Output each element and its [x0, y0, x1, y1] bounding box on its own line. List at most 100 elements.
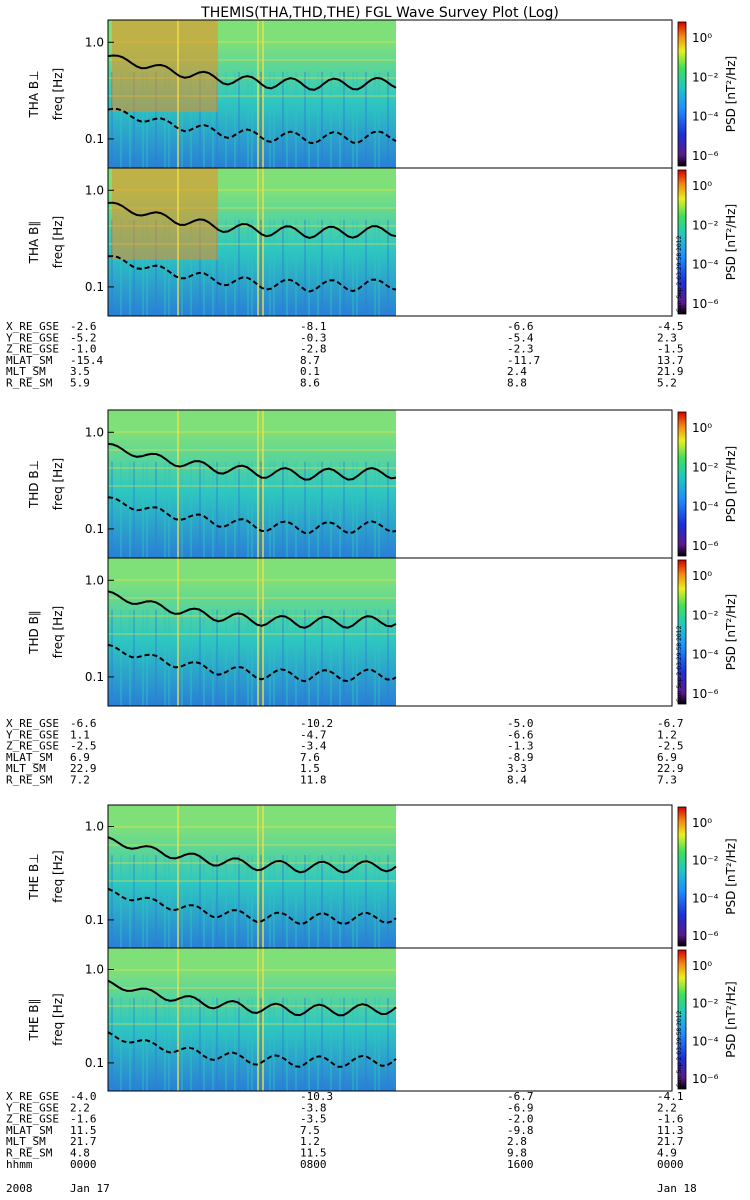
ephemeris-value: -6.6 [507, 728, 534, 741]
ephemeris-row-label: Z_RE_GSE [6, 1113, 59, 1126]
colorbar [677, 21, 687, 167]
ephemeris-row-label: MLAT_SM [6, 354, 53, 367]
fce-curve [107, 836, 397, 874]
spectrogram-panel: 1.0 0.1 THD B∥ freq [Hz] 10⁰ 10⁻² 10⁻⁴ 10⁻⁶ PSD … [27, 557, 738, 707]
ephemeris-value: -1.6 [657, 1113, 684, 1126]
ephemeris-value: 0800 [300, 1158, 327, 1171]
y-axis-label: freq [Hz] [51, 68, 65, 120]
panel-frame [107, 167, 673, 317]
fce-curve [107, 54, 397, 91]
colorbar-label: PSD [nT²/Hz] [724, 838, 738, 914]
ephemeris-value: -5.0 [507, 717, 534, 730]
colorbar-tick-label: 10⁻² [692, 997, 719, 1011]
probe-component-label: THE B∥ [27, 999, 41, 1042]
y-axis-label: freq [Hz] [51, 458, 65, 510]
probe-component-label: THA B⊥ [27, 70, 41, 118]
fce-curve [107, 201, 397, 239]
ephemeris-table: X_RE_GSE -4.0 -10.3 -6.7 -4.1 Y_RE_GSE 2.2 -3.8… [6, 1090, 684, 1171]
ephemeris-value: 6.9 [70, 751, 90, 764]
ephemeris-value: 11.5 [300, 1147, 327, 1160]
colorbar-tick-label: 10⁰ [692, 421, 712, 435]
colorbar-tick-label: 10⁻⁴ [692, 648, 719, 662]
ephemeris-value: 3.3 [507, 762, 527, 775]
ephemeris-row-label: hhmm [6, 1158, 33, 1171]
ephemeris-row-label: X_RE_GSE [6, 1090, 59, 1103]
colorbar-tick-label: 10⁰ [692, 959, 712, 973]
spectrogram-panel: 1.0 0.1 THE B∥ freq [Hz] 10⁰ 10⁻² 10⁻⁴ 10⁻⁶ PSD … [27, 947, 738, 1092]
ephemeris-value: 6.9 [657, 751, 677, 764]
fce-curve [107, 979, 397, 1017]
colorbar-label: PSD [nT²/Hz] [724, 204, 738, 280]
colorbar-tick-label: 10⁻⁴ [692, 110, 719, 124]
ephemeris-value: 2.3 [657, 331, 677, 344]
ephemeris-value: 2.4 [507, 365, 527, 378]
spectrogram-panel: 1.0 0.1 THD B⊥ freq [Hz] 10⁰ 10⁻² 10⁻⁴ 10⁻⁶ PSD … [27, 409, 738, 559]
ephemeris-value: 13.7 [657, 354, 684, 367]
plot-timestamp: Sun Sep 2 03:29:58 2012 [676, 625, 683, 702]
y-tick-label: 0.1 [85, 1056, 104, 1070]
colorbar-tick-label: 10⁻⁶ [692, 297, 719, 311]
ephemeris-row-label: R_RE_SM [6, 774, 53, 787]
ephemeris-value: -5.2 [70, 331, 97, 344]
ephemeris-value: -6.7 [657, 717, 684, 730]
colorbar-tick-label: 10⁻⁴ [692, 891, 719, 905]
ephemeris-value: -11.7 [507, 354, 540, 367]
ephemeris-value: -2.6 [70, 320, 97, 333]
ephemeris-row-label: Y_RE_GSE [6, 1101, 59, 1114]
colorbar [677, 169, 687, 315]
colorbar-tick-label: 10⁰ [692, 31, 712, 45]
y-tick-label: 0.1 [85, 132, 104, 146]
colorbar-tick-label: 10⁻⁴ [692, 1034, 719, 1048]
ephemeris-value: -6.7 [507, 1090, 534, 1103]
colorbar [677, 806, 687, 947]
colorbar-tick-label: 10⁻⁴ [692, 258, 719, 272]
colorbar-tick-label: 10⁰ [692, 816, 712, 830]
y-axis-label: freq [Hz] [51, 606, 65, 658]
colorbar-label: PSD [nT²/Hz] [724, 594, 738, 670]
ephemeris-value: -1.3 [507, 740, 534, 753]
ephemeris-row-label: Y_RE_GSE [6, 331, 59, 344]
ephemeris-value: -15.4 [70, 354, 103, 367]
ephemeris-value: 22.9 [657, 762, 684, 775]
probe-component-label: THE B⊥ [27, 853, 41, 900]
ephemeris-value: 1600 [507, 1158, 534, 1171]
fce-curve [107, 590, 397, 629]
ephemeris-row-label: R_RE_SM [6, 377, 53, 390]
ephemeris-value: 11.5 [70, 1124, 97, 1137]
colorbar [677, 411, 687, 557]
colorbar-tick-label: 10⁻⁶ [692, 539, 719, 553]
ephemeris-value: 21.7 [70, 1135, 97, 1148]
panel-frame [107, 947, 673, 1092]
ephemeris-row-label: R_RE_SM [6, 1147, 53, 1160]
y-axis-label: freq [Hz] [51, 216, 65, 268]
colorbar-tick-label: 10⁰ [692, 179, 712, 193]
colorbar [677, 559, 687, 705]
ephemeris-value: -6.9 [507, 1101, 534, 1114]
y-tick-label: 0.1 [85, 522, 104, 536]
ephemeris-value: 5.2 [657, 377, 677, 390]
probe-component-label: THA B∥ [27, 221, 41, 265]
ephemeris-row-label: Z_RE_GSE [6, 740, 59, 753]
ephemeris-value: 11.8 [300, 774, 327, 787]
ephemeris-value: -1.0 [70, 343, 97, 356]
ephemeris-value: -2.0 [507, 1113, 534, 1126]
y-tick-label: 1.0 [85, 425, 104, 439]
probe-component-label: THD B∥ [27, 610, 41, 655]
ephemeris-row-label: MLT_SM [6, 762, 46, 775]
colorbar-label: PSD [nT²/Hz] [724, 56, 738, 132]
ephemeris-value: 8.8 [507, 377, 527, 390]
ephemeris-row-label: Z_RE_GSE [6, 343, 59, 356]
ephemeris-value: 21.7 [657, 1135, 684, 1148]
ephemeris-value: -8.1 [300, 320, 327, 333]
ephemeris-value: -4.1 [657, 1090, 684, 1103]
fce-curve [107, 442, 397, 481]
ephemeris-value: 0000 [70, 1158, 97, 1171]
date-label: Jan 18 [657, 1182, 697, 1195]
ephemeris-value: 8.7 [300, 354, 320, 367]
colorbar-tick-label: 10⁻⁶ [692, 1072, 719, 1086]
ephemeris-value: -6.6 [70, 717, 97, 730]
figure-title: THEMIS(THA,THD,THE) FGL Wave Survey Plot… [200, 5, 559, 21]
ephemeris-value: 8.6 [300, 377, 320, 390]
ephemeris-value: 11.3 [657, 1124, 684, 1137]
